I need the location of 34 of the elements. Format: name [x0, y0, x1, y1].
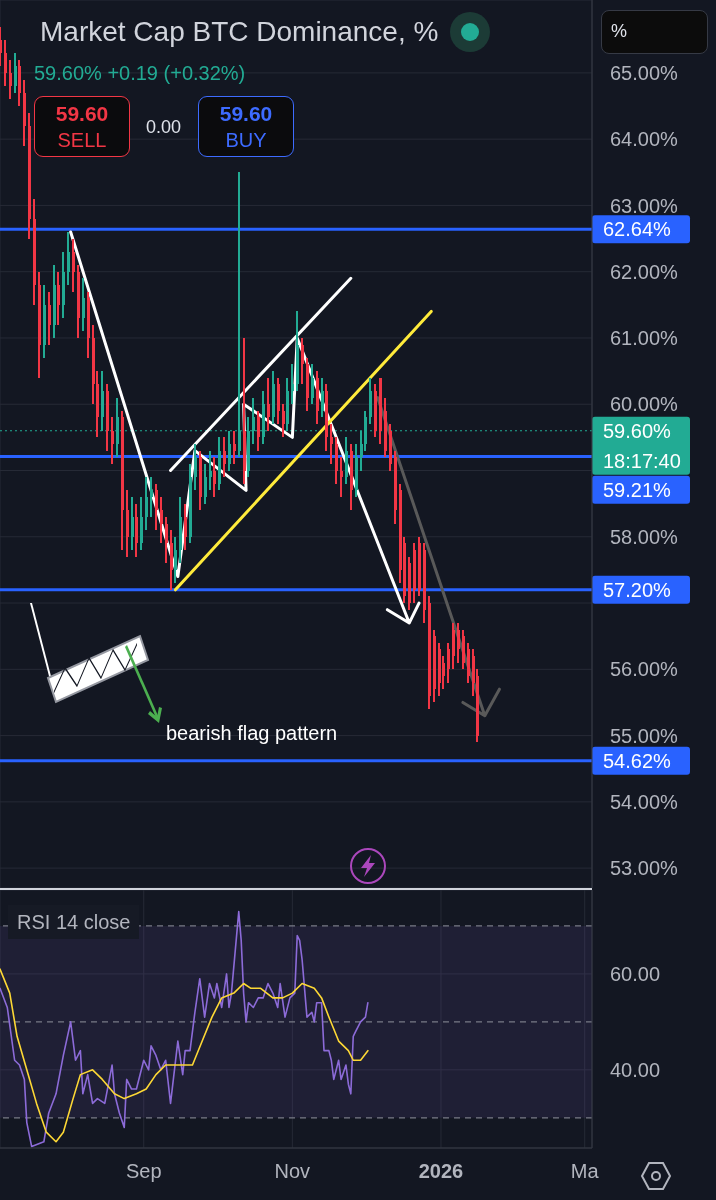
annotation: BUY: [225, 128, 267, 151]
x-tick-label: 2026: [418, 1160, 464, 1183]
y-tick-label: 55.00%: [610, 724, 679, 747]
annotation: SELL: [57, 128, 107, 151]
text: Market Cap BTC Dominance, %: [40, 15, 439, 49]
y-tick-label: 54.00%: [610, 790, 679, 813]
y-tick-label: 53.00%: [610, 857, 679, 880]
y-tick-label: 40.00: [610, 1058, 661, 1081]
ref-line-label: 59.21%: [603, 478, 672, 501]
text: 59.60% +0.19 (+0.32%): [34, 62, 246, 84]
annotation: 59.60: [219, 101, 273, 125]
y-tick-label: 61.00%: [610, 327, 679, 350]
annotation: 59.60: [55, 101, 109, 125]
ref-line-label: 54.62%: [603, 749, 672, 772]
text: RSI 14 close: [17, 911, 131, 933]
line-series: [0, 968, 369, 1143]
ref-line-label: 57.20%: [603, 578, 672, 601]
y-tick-label: 63.00%: [610, 194, 679, 217]
x-tick-label: Sep: [125, 1160, 162, 1183]
y-tick-label: 56.00%: [610, 658, 679, 681]
ref-line-label: 62.64%: [603, 218, 672, 241]
y-tick-label: 65.00%: [610, 62, 679, 84]
x-tick-label: Nov: [274, 1160, 311, 1183]
y-tick-label: 58.00%: [610, 525, 679, 548]
y-tick-label: 64.00%: [610, 128, 679, 151]
y-tick-label: 62.00%: [610, 260, 679, 283]
annotation: bearish flag pattern: [166, 722, 338, 744]
x-tick-label: Ma: [570, 1160, 600, 1183]
text: %: [611, 21, 628, 41]
ref-line-label: 59.60% 18:17:40: [603, 419, 681, 472]
line-series: [0, 910, 369, 1148]
y-tick-label: 60.00: [610, 963, 661, 986]
annotation: 0.00: [146, 117, 182, 137]
y-tick-label: 60.00%: [610, 393, 679, 416]
